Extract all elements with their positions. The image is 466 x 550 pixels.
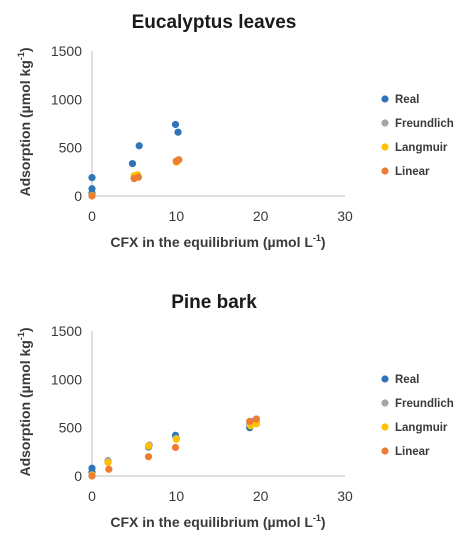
data-point-real [135,142,143,150]
legend-marker-real [381,375,389,383]
chart-panel-pine-bark: Pine bark Adsorption (µmol kg-1) CFX in … [16,292,454,530]
chart-title: Pine bark [171,292,257,313]
legend-label-real: Real [395,94,419,106]
legend-marker-freundlich [381,399,389,407]
legend-label-freundlich: Freundlich [395,398,454,410]
legend-label-freundlich: Freundlich [395,118,454,130]
legend-label-linear: Linear [395,166,430,178]
legend-marker-freundlich [381,119,389,127]
data-point-linear [88,192,96,200]
y-tick-label: 1000 [51,91,82,107]
legend-marker-real [381,95,389,103]
data-point-linear [175,156,183,164]
data-point-real [88,174,96,182]
x-tick-label: 10 [169,488,185,504]
x-tick-label: 0 [88,208,96,224]
data-point-real [128,160,137,168]
legend-marker-langmuir [381,143,389,151]
legend: Real Freundlich Langmuir Linear [381,374,454,458]
legend-label-linear: Linear [395,446,430,458]
data-point-real [174,128,182,136]
x-axis-label: CFX in the equilibrium (µmol L-1) [110,513,325,530]
x-tick-label: 20 [253,208,269,224]
x-tick-label: 0 [88,488,96,504]
legend-label-real: Real [395,374,419,386]
y-tick-label: 0 [74,468,82,484]
tick-labels: 0 500 1000 1500 0 10 20 30 [51,323,353,504]
x-tick-label: 30 [337,488,353,504]
data-point-linear [171,443,180,452]
y-tick-label: 1000 [51,371,82,387]
data-point-langmuir [144,442,153,450]
data-point-real [171,120,180,129]
tick-labels: 0 500 1000 1500 0 10 20 30 [51,43,353,224]
legend-label-langmuir: Langmuir [395,142,448,154]
axes [91,51,345,197]
data-point-linear [88,472,96,480]
y-tick-label: 500 [59,140,83,156]
x-tick-label: 30 [337,208,353,224]
y-tick-label: 1500 [51,323,82,339]
data-point-linear [105,465,113,473]
legend: Real Freundlich Langmuir Linear [381,94,454,178]
data-points [88,120,183,200]
y-axis-label: Adsorption (µmol kg-1) [16,47,33,196]
y-axis-label: Adsorption (µmol kg-1) [16,327,33,476]
chart-title: Eucalyptus leaves [132,12,297,33]
y-tick-label: 500 [59,420,83,436]
data-points [88,415,261,480]
y-tick-label: 0 [74,188,82,204]
data-point-linear [134,173,142,181]
legend-marker-linear [381,167,389,175]
legend-marker-linear [381,447,389,455]
data-point-linear [252,415,261,423]
y-tick-label: 1500 [51,43,82,59]
chart-panel-eucalyptus: Eucalyptus leaves Adsorption (µmol kg-1)… [16,12,454,250]
data-point-langmuir [104,458,112,467]
data-point-linear [246,417,254,425]
x-tick-label: 20 [253,488,269,504]
data-point-langmuir [172,435,180,443]
legend-marker-langmuir [381,423,389,431]
axes [91,331,345,477]
x-axis-label: CFX in the equilibrium (µmol L-1) [110,233,325,250]
x-tick-label: 10 [169,208,185,224]
legend-label-langmuir: Langmuir [395,422,448,434]
data-point-linear [144,453,153,461]
